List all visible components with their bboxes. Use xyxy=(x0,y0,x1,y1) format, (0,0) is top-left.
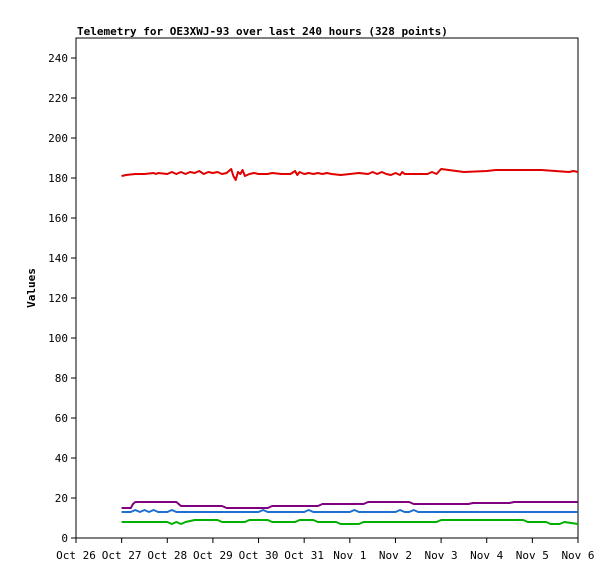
y-tick-label: 240 xyxy=(48,52,68,65)
x-tick-label: Nov 2 xyxy=(379,549,412,562)
x-tick-label: Nov 1 xyxy=(333,549,366,562)
y-tick-label: 80 xyxy=(55,372,68,385)
y-tick-label: 220 xyxy=(48,92,68,105)
y-tick-label: 40 xyxy=(55,452,68,465)
x-tick-label: Oct 29 xyxy=(193,549,233,562)
x-tick-label: Oct 31 xyxy=(284,549,324,562)
x-tick-label: Oct 26 xyxy=(56,549,96,562)
y-tick-label: 140 xyxy=(48,252,68,265)
series-layer xyxy=(121,168,579,525)
y-tick-label: 200 xyxy=(48,132,68,145)
series-line-4 xyxy=(121,519,579,525)
y-tick-label: 0 xyxy=(61,532,68,545)
x-tick-label: Oct 28 xyxy=(147,549,187,562)
series-line-3 xyxy=(121,509,578,513)
chart-title: Telemetry for OE3XWJ-93 over last 240 ho… xyxy=(77,25,448,38)
x-tick-label: Nov 6 xyxy=(561,549,594,562)
series-line-2 xyxy=(121,501,578,509)
x-tick-label: Oct 30 xyxy=(239,549,279,562)
y-axis: 0 20 40 60 80 100 120 140 160 180 200 220 240 xyxy=(48,52,76,545)
x-tick-label: Nov 5 xyxy=(516,549,549,562)
y-tick-label: 180 xyxy=(48,172,68,185)
y-tick-label: 160 xyxy=(48,212,68,225)
y-tick-label: 20 xyxy=(55,492,68,505)
y-tick-label: 60 xyxy=(55,412,68,425)
plot-area-frame xyxy=(75,37,579,539)
x-tick-label: Oct 27 xyxy=(102,549,142,562)
y-tick-label: 120 xyxy=(48,292,68,305)
y-tick-label: 100 xyxy=(48,332,68,345)
series-line-1 xyxy=(121,168,579,181)
x-axis: Oct 26 Oct 27 Oct 28 Oct 29 Oct 30 Oct 31 Nov … xyxy=(56,538,595,562)
x-tick-label: Nov 4 xyxy=(470,549,503,562)
y-axis-title: Values xyxy=(25,268,38,308)
x-tick-label: Nov 3 xyxy=(425,549,458,562)
